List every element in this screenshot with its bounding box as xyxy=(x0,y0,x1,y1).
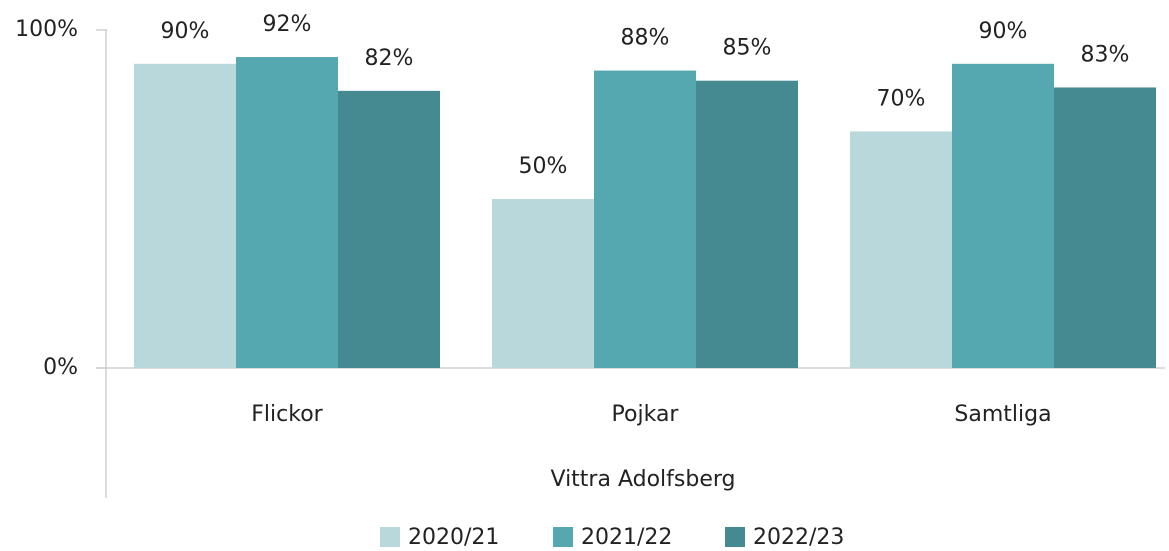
legend-label: 2022/23 xyxy=(753,525,844,550)
data-label: 92% xyxy=(263,12,312,37)
data-label: 85% xyxy=(723,36,772,61)
legend-swatch xyxy=(725,527,745,547)
bar xyxy=(952,63,1054,369)
x-tick-label: Samtliga xyxy=(954,402,1051,427)
data-label: 83% xyxy=(1081,42,1130,67)
y-tick-label: 0% xyxy=(43,355,78,380)
data-label: 70% xyxy=(877,86,926,111)
bar xyxy=(1054,87,1156,369)
bar xyxy=(696,80,798,368)
legend-label: 2020/21 xyxy=(408,525,499,550)
x-axis-label: Vittra Adolfsberg xyxy=(551,467,736,492)
bar xyxy=(850,131,952,368)
data-label: 90% xyxy=(161,19,210,44)
data-label: 82% xyxy=(365,46,414,71)
bar xyxy=(338,90,440,368)
data-label: 50% xyxy=(519,154,568,179)
y-tick-label: 100% xyxy=(15,17,78,42)
x-tick-label: Flickor xyxy=(251,402,323,427)
legend-swatch xyxy=(553,527,573,547)
legend-swatch xyxy=(380,527,400,547)
bar xyxy=(236,57,338,368)
bar xyxy=(492,199,594,368)
data-label: 90% xyxy=(979,19,1028,44)
x-tick-label: Pojkar xyxy=(612,402,680,427)
bar xyxy=(594,70,696,368)
data-label: 88% xyxy=(621,26,670,51)
bar xyxy=(134,63,236,369)
legend-label: 2021/22 xyxy=(581,525,672,550)
